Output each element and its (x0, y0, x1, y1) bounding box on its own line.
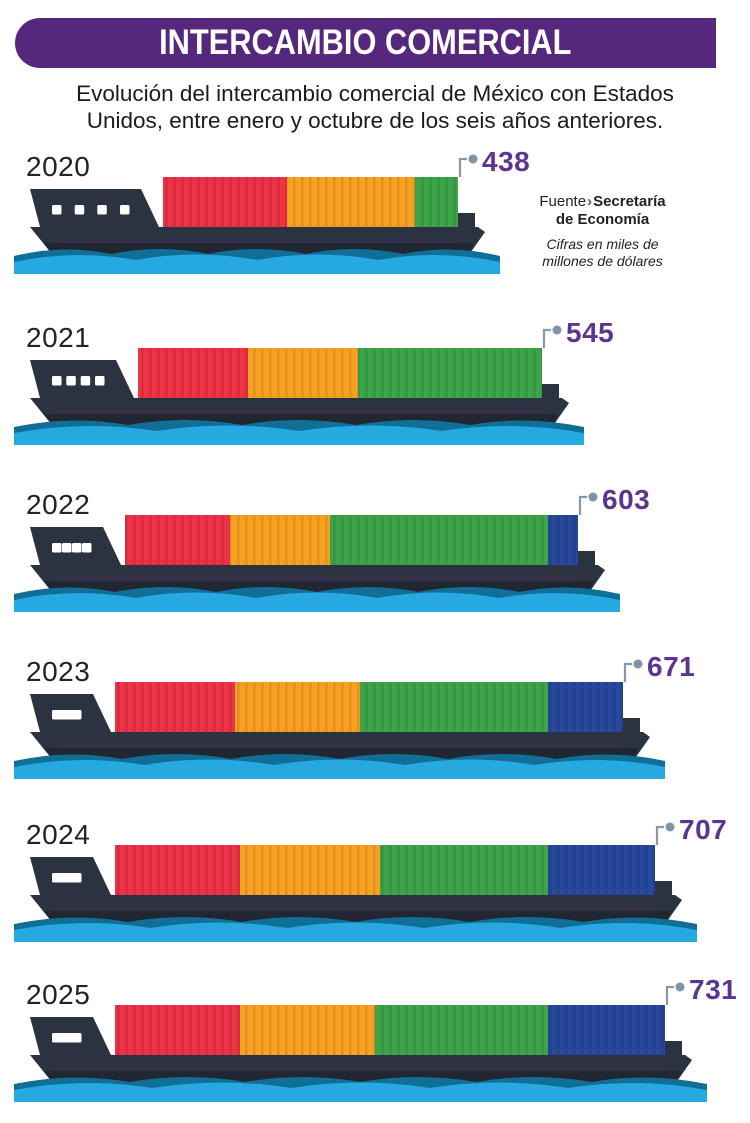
year-label: 2021 (26, 322, 91, 353)
year-label: 2025 (26, 979, 91, 1010)
cabin-window (80, 376, 91, 386)
ship-row-2021: 2021 545 (0, 317, 750, 448)
container-orange (240, 845, 380, 895)
container-green (375, 1005, 548, 1055)
value-label: 545 (566, 317, 615, 348)
container-green (380, 845, 548, 895)
water (14, 759, 665, 779)
marker-dot-icon (675, 982, 685, 992)
water (14, 1082, 707, 1102)
cabin-window (72, 1033, 82, 1043)
marker-pole (655, 825, 664, 845)
container-orange (235, 682, 360, 732)
marker-dot-icon (552, 325, 562, 335)
container-red (115, 845, 240, 895)
year-label: 2020 (26, 151, 91, 182)
ship-row-2023: 2023 671 (0, 651, 750, 782)
source-name-1: Secretaría (593, 193, 666, 210)
cabin-window (62, 543, 72, 553)
title-banner: INTERCAMBIO COMERCIAL (15, 18, 716, 68)
water (14, 425, 584, 445)
year-label: 2022 (26, 489, 91, 520)
source-prefix: Fuente (539, 193, 587, 210)
cabin-window (72, 710, 82, 720)
ship-row-2025: 2025 731 (0, 974, 750, 1105)
container-orange (287, 177, 415, 227)
marker-pole (458, 157, 467, 177)
marker-dot-icon (633, 659, 643, 669)
container-green (330, 515, 548, 565)
units-note-line-1: Cifras en miles de (546, 236, 659, 252)
container-blue (548, 845, 655, 895)
marker-pole (665, 985, 674, 1005)
water (14, 922, 697, 942)
container-green (360, 682, 548, 732)
source-block: Fuente›Secretaría de Economía Cifras en … (505, 193, 700, 269)
container-green (358, 348, 542, 398)
container-orange (240, 1005, 375, 1055)
container-red (115, 1005, 240, 1055)
cabin-window (52, 543, 62, 553)
chevron-icon: › (587, 193, 593, 210)
cabin-window (72, 873, 82, 883)
subtitle-line-1: Evolución del intercambio comercial de M… (76, 81, 674, 106)
marker-pole (542, 328, 551, 348)
source-line-1: Fuente›Secretaría (505, 193, 700, 211)
cabin-window (52, 376, 62, 386)
ship-cabin (30, 189, 159, 227)
marker-pole (578, 495, 587, 515)
cabin-window (97, 205, 107, 215)
container-blue (548, 1005, 665, 1055)
cabin-window (82, 543, 92, 553)
container-red (115, 682, 235, 732)
marker-dot-icon (468, 154, 478, 164)
cabin-window (95, 376, 105, 386)
container-green (415, 177, 458, 227)
year-label: 2023 (26, 656, 91, 687)
cabin-window (72, 543, 82, 553)
container-orange (230, 515, 330, 565)
cabin-window (66, 376, 76, 386)
container-red (125, 515, 230, 565)
year-label: 2024 (26, 819, 91, 850)
cabin-window (74, 205, 85, 215)
ship-row-2024: 2024 707 (0, 814, 750, 945)
cabin-window (52, 205, 62, 215)
value-label: 438 (482, 146, 531, 177)
container-red (138, 348, 248, 398)
water (14, 592, 620, 612)
ship-row-2022: 2022 603 (0, 484, 750, 615)
cabin-window (120, 205, 130, 215)
container-orange (248, 348, 358, 398)
marker-pole (623, 662, 632, 682)
container-blue (548, 682, 623, 732)
value-label: 731 (689, 974, 738, 1005)
container-red (163, 177, 287, 227)
value-label: 671 (647, 651, 696, 682)
container-blue (548, 515, 578, 565)
source-name-2: de Economía (555, 211, 650, 228)
value-label: 603 (602, 484, 651, 515)
chart-subtitle: Evolución del intercambio comercial de M… (0, 80, 750, 134)
subtitle-line-2: Unidos, entre enero y octubre de los sei… (86, 108, 664, 133)
water (14, 254, 500, 274)
units-note-line-2: millones de dólares (542, 252, 663, 269)
value-label: 707 (679, 814, 728, 845)
marker-dot-icon (665, 822, 675, 832)
ship-row-2020: 2020 438 (0, 146, 750, 277)
marker-dot-icon (588, 492, 598, 502)
page-title: INTERCAMBIO COMERCIAL (159, 23, 572, 62)
units-note: Cifras en miles de millones de dólares (505, 236, 700, 269)
